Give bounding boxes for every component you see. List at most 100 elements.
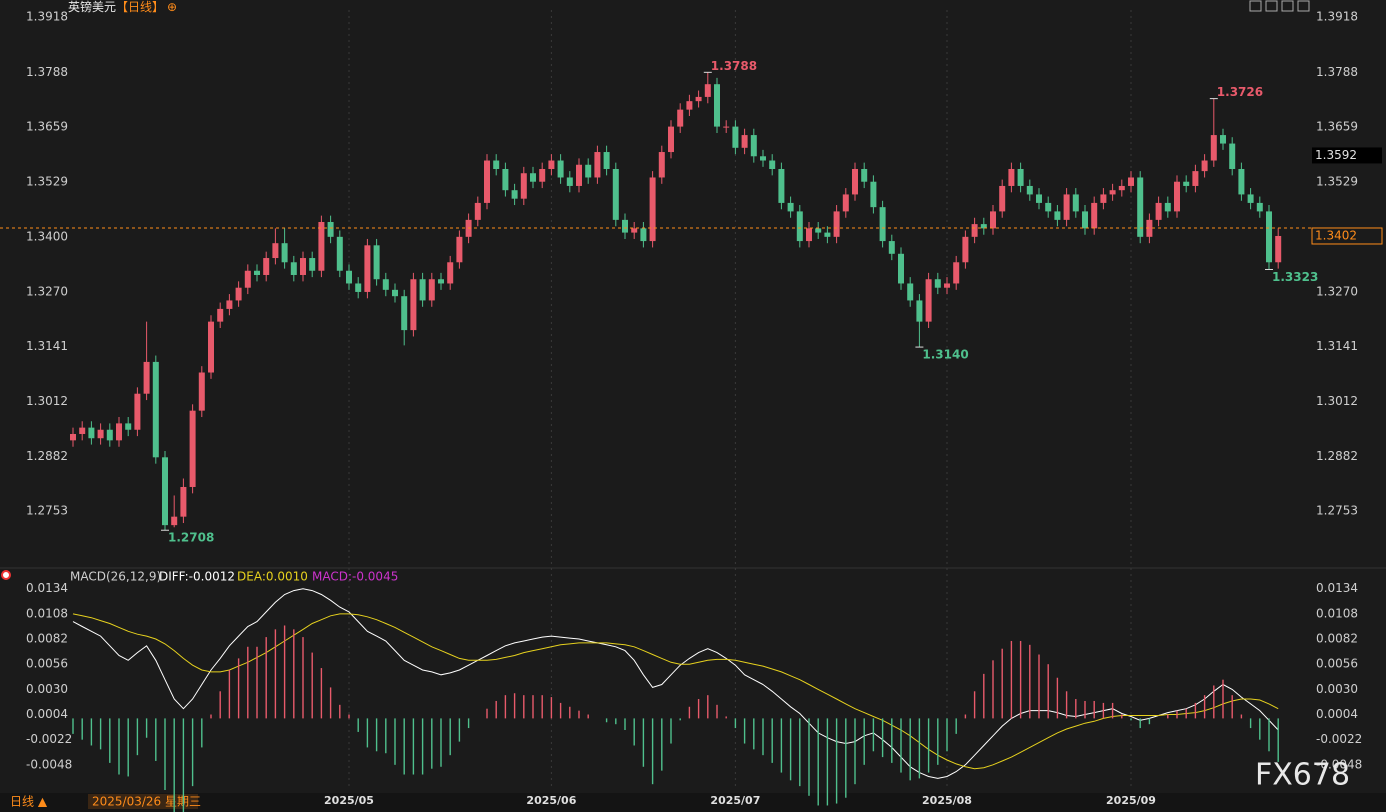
candle-body — [134, 393, 141, 430]
candle-body — [373, 245, 380, 280]
candle-body — [1054, 211, 1061, 220]
candle-body — [750, 135, 757, 157]
watermark: FX678 — [1255, 758, 1350, 793]
candle-body — [1063, 194, 1070, 220]
y2-tick-label: 1.3012 — [1316, 394, 1358, 408]
macd-icon[interactable] — [1, 570, 11, 580]
candle-body — [511, 190, 518, 199]
candle-body — [281, 243, 288, 263]
candle-body — [88, 427, 95, 439]
candle-body — [309, 258, 316, 271]
candle-body — [254, 270, 260, 275]
candle-body — [787, 202, 794, 212]
y2-tick-label: 1.2753 — [1316, 504, 1358, 518]
candle-body — [760, 156, 766, 161]
marker-box — [1312, 147, 1382, 164]
x-tick-label: 2025/08 — [922, 794, 972, 807]
candle-body — [916, 300, 923, 322]
candle-body — [879, 207, 886, 242]
candle-body — [971, 224, 978, 237]
y2-tick-label: 1.3529 — [1316, 175, 1358, 189]
candle-body — [990, 211, 996, 229]
y-tick-label: 0.0082 — [26, 632, 68, 646]
y-tick-label: 1.3400 — [26, 229, 68, 243]
candle-body — [815, 228, 822, 233]
macd-title: MACD(26,12,9) — [70, 570, 161, 584]
candle-body — [1164, 202, 1171, 212]
y2-tick-label: 1.2882 — [1316, 449, 1358, 463]
tool-button[interactable] — [1281, 0, 1294, 12]
y-tick-label: 0.0108 — [26, 606, 68, 620]
candle-body — [539, 168, 546, 182]
candle-body — [1146, 219, 1153, 237]
candle-body — [888, 241, 895, 254]
candle-body — [116, 423, 122, 441]
candle-body — [1128, 177, 1134, 186]
candle-body — [999, 185, 1006, 212]
candle-body — [456, 236, 463, 263]
y-tick-label: 0.0056 — [26, 657, 68, 671]
candle-body — [70, 433, 76, 441]
candle-body — [244, 270, 251, 288]
tool-button[interactable] — [1249, 0, 1262, 12]
legend-label: MACD:-0.0045 — [312, 570, 398, 584]
footer-bar — [0, 793, 1386, 812]
y-tick-label: -0.0048 — [26, 757, 72, 771]
candle-body — [806, 228, 812, 242]
candle-body — [410, 279, 417, 331]
y-tick-label: 1.3529 — [26, 175, 68, 189]
candle-body — [493, 160, 500, 169]
candle-body — [438, 279, 444, 284]
candle-body — [272, 243, 279, 259]
candle-body — [392, 289, 398, 297]
x-tick-label: 2025/07 — [710, 794, 760, 807]
tool-button[interactable] — [1265, 0, 1278, 12]
y-tick-label: 1.2882 — [26, 449, 68, 463]
candle-body — [143, 361, 150, 394]
candle-body — [198, 372, 205, 411]
legend-label: DEA:0.0010 — [237, 570, 308, 584]
candle-body — [474, 202, 481, 220]
candle-body — [1220, 135, 1226, 144]
candle-body — [548, 160, 555, 169]
candle-body — [668, 126, 674, 153]
candle-body — [180, 486, 187, 517]
candle-body — [686, 101, 693, 110]
extreme-label: 1.3140 — [922, 348, 968, 362]
candle-body — [1183, 181, 1190, 186]
candle-body — [1118, 185, 1125, 191]
candle-body — [898, 253, 904, 284]
candle-body — [1008, 168, 1015, 186]
y2-tick-label: 1.3918 — [1316, 10, 1358, 24]
y-tick-label: 1.3012 — [26, 394, 68, 408]
tool-button[interactable] — [1297, 0, 1310, 12]
candle-body — [953, 262, 960, 284]
footer-period[interactable]: 日线 ▲ — [10, 795, 48, 809]
candle-body — [723, 126, 730, 128]
y2-tick-label: 1.3659 — [1316, 120, 1358, 134]
candle-body — [861, 168, 868, 182]
add-icon[interactable]: ⊕ — [167, 0, 177, 14]
candle-body — [1192, 171, 1199, 186]
candle-body — [189, 410, 196, 487]
candle-body — [1229, 143, 1236, 169]
candle-body — [336, 236, 343, 271]
legend-label: DIFF:-0.0012 — [159, 570, 235, 584]
candle-body — [1045, 202, 1052, 212]
candle-body — [1238, 168, 1245, 195]
y2-tick-label: 0.0004 — [1316, 707, 1358, 721]
candle-body — [162, 457, 168, 526]
candle-body — [631, 228, 638, 233]
candle-body — [226, 300, 233, 309]
x-tick-label: 2025/09 — [1106, 794, 1156, 807]
y-tick-label: 0.0030 — [26, 682, 68, 696]
candle-body — [401, 296, 408, 331]
y2-tick-label: 1.3270 — [1316, 284, 1358, 298]
candle-body — [934, 279, 941, 288]
period: 【日线】 — [116, 0, 164, 14]
symbol: 英镑美元 — [68, 0, 116, 14]
y-tick-label: 1.3918 — [26, 10, 68, 24]
cursor-date: 2025/03/26 星期三 — [92, 795, 201, 809]
candle-body — [907, 283, 914, 301]
